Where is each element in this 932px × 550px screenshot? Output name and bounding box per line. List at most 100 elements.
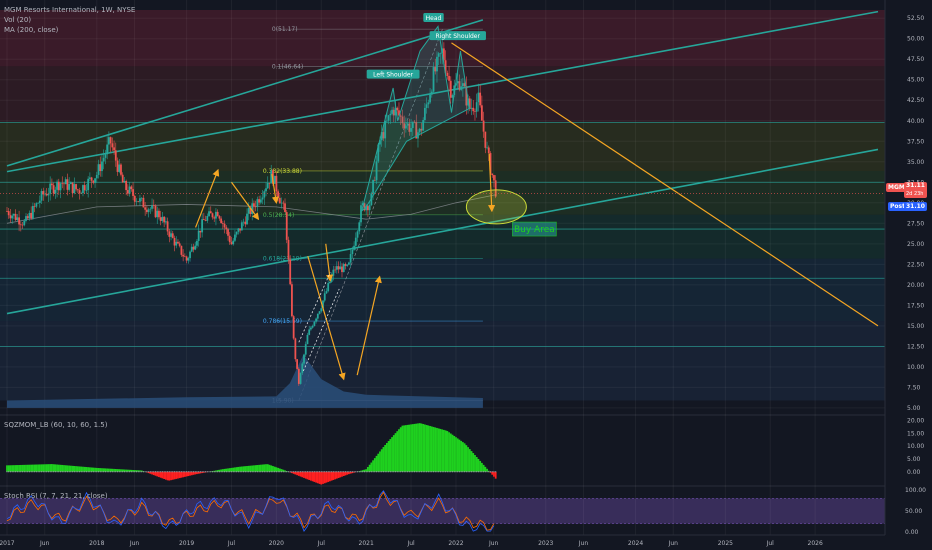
candle-body bbox=[430, 91, 433, 95]
trend-line bbox=[6, 148, 879, 315]
squeeze-dot bbox=[420, 471, 423, 473]
squeeze-dot bbox=[294, 471, 296, 473]
candle-body bbox=[265, 188, 267, 192]
candle-body bbox=[451, 95, 454, 98]
sqzmom-bar bbox=[140, 470, 143, 472]
sqzmom-bar bbox=[313, 471, 316, 482]
candle-body bbox=[479, 92, 482, 106]
candle-body bbox=[377, 144, 380, 162]
sqzmom-bar bbox=[116, 469, 119, 472]
volume-legend[interactable]: Vol (20) bbox=[4, 16, 32, 24]
sqzmom-bar bbox=[482, 464, 485, 472]
sqzmom-bar bbox=[147, 471, 150, 474]
candle-body bbox=[175, 241, 178, 246]
squeeze-dot bbox=[160, 471, 162, 473]
candle-body bbox=[66, 179, 69, 190]
sqzmom-bar bbox=[189, 471, 191, 476]
squeeze-dot bbox=[422, 471, 424, 473]
candle-body bbox=[56, 181, 58, 190]
candle-body bbox=[183, 256, 186, 258]
squeeze-dot bbox=[495, 471, 497, 473]
squeeze-dot bbox=[322, 471, 324, 473]
squeeze-dot bbox=[229, 471, 231, 473]
squeeze-dot bbox=[185, 471, 188, 473]
squeeze-dot bbox=[53, 471, 55, 473]
squeeze-dot bbox=[203, 471, 205, 473]
candle-body bbox=[251, 203, 254, 215]
squeeze-dot bbox=[308, 471, 310, 473]
squeeze-dot bbox=[108, 471, 110, 473]
candle-body bbox=[123, 181, 126, 183]
sqzmom-bar bbox=[259, 464, 262, 472]
squeeze-dot bbox=[110, 471, 112, 473]
candle-body bbox=[133, 195, 136, 202]
sqzmom-bar bbox=[461, 442, 464, 472]
sqzmom-bar bbox=[306, 471, 309, 480]
candle-body bbox=[382, 132, 385, 139]
squeeze-dot bbox=[369, 471, 371, 473]
sqzmom-bar bbox=[442, 429, 445, 472]
sqzmom-bar bbox=[78, 466, 81, 472]
ma-legend[interactable]: MA (200, close) bbox=[4, 26, 59, 34]
candle-body bbox=[335, 266, 338, 270]
squeeze-dot bbox=[92, 471, 94, 473]
price-axis-tick: 5.00 bbox=[907, 405, 921, 412]
squeeze-dot bbox=[129, 471, 131, 473]
candle-body bbox=[432, 67, 435, 92]
squeeze-dot bbox=[113, 471, 115, 473]
squeeze-dot bbox=[21, 471, 24, 473]
sqzmom-bar bbox=[88, 467, 91, 472]
candle-body bbox=[18, 217, 20, 225]
stoch-legend[interactable]: Stoch RSI (7, 7, 21, 21, close) bbox=[4, 491, 108, 501]
candle-body bbox=[113, 147, 115, 151]
squeeze-dot bbox=[334, 471, 336, 473]
candle-body bbox=[477, 92, 480, 103]
sqzmom-bar bbox=[261, 464, 264, 472]
head-and-shoulders: Head Left Shoulder Right Shoulder Buy Area bbox=[360, 13, 557, 237]
sqzmom-bar bbox=[268, 464, 271, 472]
sqzmom-bar bbox=[125, 469, 128, 472]
sqzmom-bar bbox=[192, 471, 195, 475]
sqzmom-bar bbox=[470, 451, 473, 472]
squeeze-dot bbox=[242, 471, 245, 473]
sqzmom-bar bbox=[275, 467, 278, 472]
sqzmom-bar bbox=[235, 467, 238, 472]
sqzmom-bar bbox=[384, 444, 387, 472]
candle-body bbox=[83, 185, 86, 191]
candle-body bbox=[301, 363, 304, 373]
squeeze-dot bbox=[198, 471, 200, 473]
squeeze-dot bbox=[470, 471, 473, 473]
squeeze-dot bbox=[192, 471, 195, 473]
sqzmom-bar bbox=[194, 471, 197, 475]
trend-lines[interactable] bbox=[6, 10, 879, 327]
candle-body bbox=[420, 128, 423, 131]
candle-body bbox=[246, 213, 248, 225]
candle-body bbox=[63, 183, 65, 185]
sqzmom-bar bbox=[441, 429, 444, 472]
squeeze-dot bbox=[320, 471, 322, 473]
sqzmom-bar bbox=[57, 464, 60, 472]
squeeze-dot bbox=[73, 471, 75, 473]
trend-arrow bbox=[356, 275, 382, 376]
sqzmom-legend[interactable]: SQZMOM_LB (60, 10, 60, 1.5) bbox=[4, 420, 107, 430]
price-axis-tick: 45.00 bbox=[907, 77, 924, 84]
candle-body bbox=[240, 222, 243, 231]
candle-body bbox=[116, 160, 119, 172]
candle-body bbox=[111, 143, 114, 148]
sqzmom-bar bbox=[394, 433, 397, 472]
squeeze-dot bbox=[296, 471, 298, 473]
sqzmom-bar bbox=[318, 471, 321, 484]
candle-body bbox=[484, 131, 487, 148]
sqzmom-bar bbox=[325, 471, 328, 483]
price-axis-tick: 40.00 bbox=[907, 118, 924, 125]
candle-body bbox=[118, 164, 121, 172]
squeeze-dot bbox=[80, 471, 82, 473]
squeeze-dot bbox=[298, 471, 300, 473]
sqzmom-bar bbox=[429, 425, 431, 472]
sqzmom-bar bbox=[232, 467, 235, 472]
sqzmom-bar bbox=[18, 465, 20, 472]
candle-body bbox=[21, 224, 24, 226]
squeeze-dot bbox=[230, 471, 233, 473]
